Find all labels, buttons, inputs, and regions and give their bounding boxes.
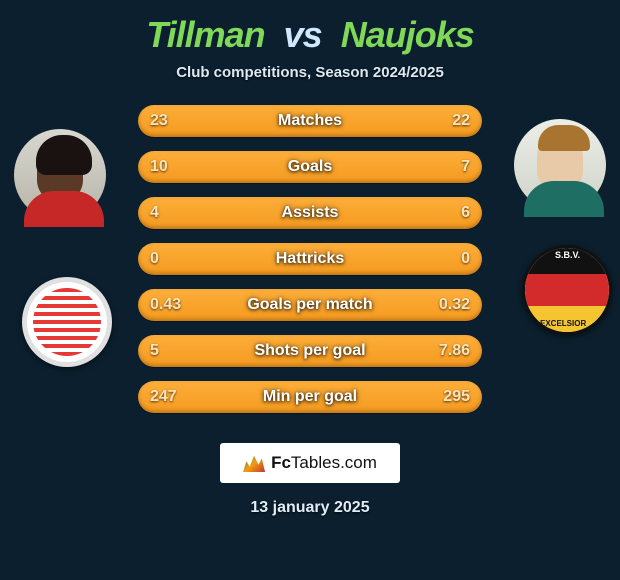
stat-right-value: 22	[452, 105, 470, 137]
comparison-bars: 23 Matches 22 10 Goals 7 4 Assists 6 0 H…	[138, 105, 482, 427]
stat-right-value: 0.32	[439, 289, 470, 321]
brand-bold: Fc	[271, 453, 291, 473]
stat-row: 4 Assists 6	[138, 197, 482, 229]
stat-label: Goals	[138, 151, 482, 183]
player2-name: Naujoks	[341, 14, 474, 55]
stat-right-value: 295	[443, 381, 470, 413]
stat-row: 5 Shots per goal 7.86	[138, 335, 482, 367]
player2-avatar	[510, 115, 610, 215]
page-title: Tillman vs Naujoks	[0, 0, 620, 58]
brand-rest: Tables.com	[291, 453, 377, 473]
stat-row: 0 Hattricks 0	[138, 243, 482, 275]
stat-label: Goals per match	[138, 289, 482, 321]
player1-avatar	[10, 125, 110, 225]
subtitle: Club competitions, Season 2024/2025	[0, 64, 620, 81]
stat-row: 247 Min per goal 295	[138, 381, 482, 413]
comparison-arena: S.B.V. EXCELSIOR 23 Matches 22 10 Goals …	[10, 105, 610, 435]
player1-club-badge	[22, 277, 112, 367]
stat-label: Matches	[138, 105, 482, 137]
stat-right-value: 7	[461, 151, 470, 183]
vs-label: vs	[284, 14, 322, 55]
branding-badge: FcTables.com	[220, 443, 400, 483]
stat-label: Shots per goal	[138, 335, 482, 367]
chart-icon	[243, 454, 265, 472]
player1-name: Tillman	[146, 14, 264, 55]
player2-club-badge: S.B.V. EXCELSIOR	[522, 245, 612, 335]
stat-row: 0.43 Goals per match 0.32	[138, 289, 482, 321]
stat-row: 23 Matches 22	[138, 105, 482, 137]
stat-right-value: 6	[461, 197, 470, 229]
stat-right-value: 0	[461, 243, 470, 275]
stat-label: Assists	[138, 197, 482, 229]
stat-right-value: 7.86	[439, 335, 470, 367]
stat-label: Min per goal	[138, 381, 482, 413]
stat-row: 10 Goals 7	[138, 151, 482, 183]
date-label: 13 january 2025	[0, 499, 620, 517]
stat-label: Hattricks	[138, 243, 482, 275]
